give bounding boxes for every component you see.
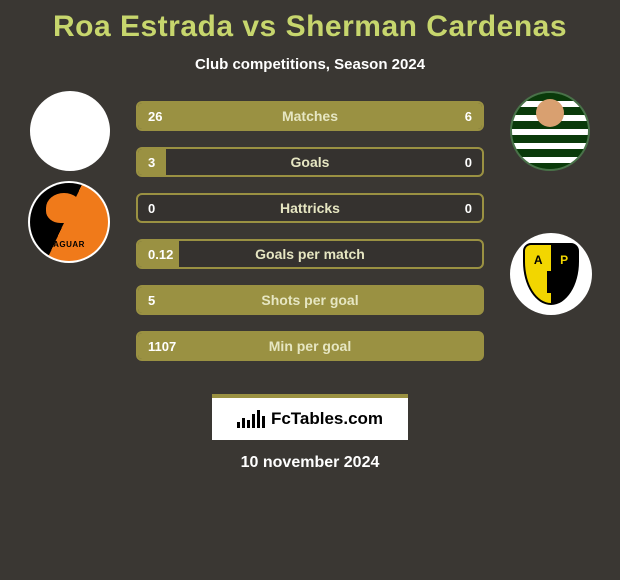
stat-label: Shots per goal [261, 292, 358, 308]
club-right-letter-p: P [560, 253, 568, 267]
stat-fill-right [417, 103, 482, 129]
stat-label: Goals [291, 154, 330, 170]
stat-row: 0.12 Goals per match [136, 239, 484, 269]
stat-value-right: 0 [465, 155, 472, 170]
stat-value-left: 5 [148, 293, 155, 308]
stat-row: 5 Shots per goal [136, 285, 484, 315]
branding-badge: FcTables.com [212, 394, 408, 440]
stat-value-left: 26 [148, 109, 162, 124]
player-right-photo [510, 91, 590, 171]
date-label: 10 november 2024 [0, 454, 620, 472]
stats-table: 26 Matches 6 3 Goals 0 0 Hattricks 0 0.12 Goals pe… [136, 101, 484, 377]
stat-value-right: 0 [465, 201, 472, 216]
club-left-badge: AGUAR [28, 181, 110, 263]
player-left-photo [30, 91, 110, 171]
stat-row: 3 Goals 0 [136, 147, 484, 177]
stat-fill-left [138, 103, 417, 129]
stat-value-left: 0 [148, 201, 155, 216]
stat-row: 0 Hattricks 0 [136, 193, 484, 223]
stat-row: 1107 Min per goal [136, 331, 484, 361]
stat-label: Min per goal [269, 338, 351, 354]
stat-label: Matches [282, 108, 338, 124]
stat-value-right: 6 [465, 109, 472, 124]
subtitle: Club competitions, Season 2024 [0, 56, 620, 73]
comparison-panel: AGUAR A P 26 Matches 6 3 Goals 0 0 Hattricks 0 0.… [0, 103, 620, 403]
stat-value-left: 1107 [148, 339, 176, 354]
club-left-label: AGUAR [30, 240, 108, 249]
club-right-letter-a: A [534, 253, 543, 267]
club-right-badge: A P [510, 233, 592, 315]
stat-value-left: 3 [148, 155, 155, 170]
stat-value-left: 0.12 [148, 247, 173, 262]
branding-text: FcTables.com [271, 409, 383, 429]
stat-label: Goals per match [255, 246, 365, 262]
stat-row: 26 Matches 6 [136, 101, 484, 131]
page-title: Roa Estrada vs Sherman Cardenas [0, 0, 620, 44]
stat-label: Hattricks [280, 200, 340, 216]
branding-icon [237, 410, 265, 428]
